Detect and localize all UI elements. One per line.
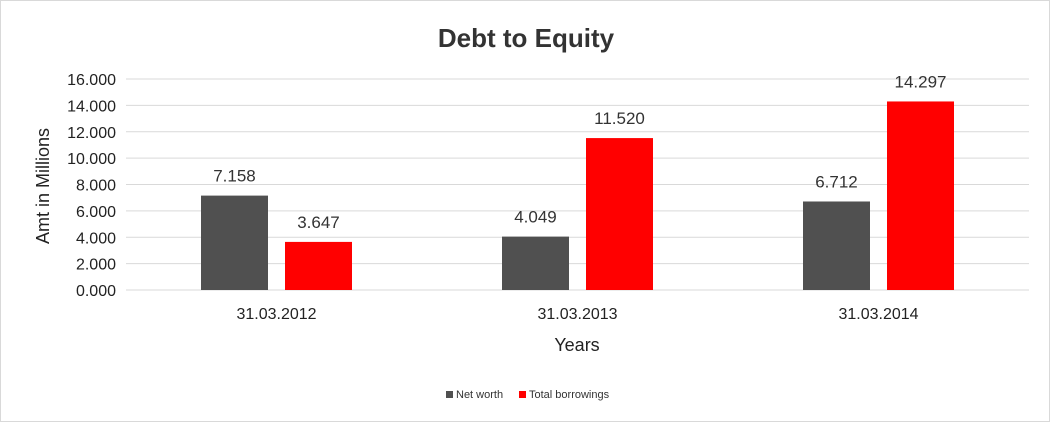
y-tick-label: 0.000: [76, 283, 116, 300]
y-tick-label: 12.000: [67, 125, 116, 142]
x-tick-label: 31.03.2012: [236, 306, 316, 323]
bar-net-worth: [803, 201, 870, 290]
y-tick-label: 6.000: [76, 204, 116, 221]
y-tick-label: 10.000: [67, 151, 116, 168]
legend-swatch: [519, 391, 526, 398]
legend-label: Net worth: [456, 389, 503, 401]
chart-title: Debt to Equity: [438, 23, 615, 53]
x-axis-title: Years: [554, 335, 599, 355]
y-tick-label: 2.000: [76, 257, 116, 274]
bar-total-borrowings: [586, 138, 653, 290]
data-label: 6.712: [815, 172, 858, 191]
bar-net-worth: [502, 236, 569, 290]
legend: Net worth Total borrowings: [446, 389, 610, 401]
x-axis-ticks: 31.03.2012 31.03.2013 31.03.2014: [236, 306, 918, 323]
legend-swatch: [446, 391, 453, 398]
data-label: 4.049: [514, 208, 557, 227]
legend-label: Total borrowings: [529, 389, 610, 401]
data-label: 7.158: [213, 167, 256, 186]
bars: 7.158 3.647 4.049 11.520 6.712 14.297: [201, 72, 954, 290]
y-axis-title: Amt in Millions: [33, 128, 53, 244]
y-tick-label: 14.000: [67, 98, 116, 115]
gridlines: [126, 78, 1029, 291]
y-tick-label: 4.000: [76, 230, 116, 247]
bar-net-worth: [201, 195, 268, 290]
data-label: 11.520: [594, 109, 645, 128]
bar-total-borrowings: [285, 241, 352, 290]
y-tick-label: 8.000: [76, 178, 116, 195]
x-tick-label: 31.03.2014: [838, 306, 918, 323]
y-tick-label: 16.000: [67, 72, 116, 89]
x-tick-label: 31.03.2013: [537, 306, 617, 323]
bar-total-borrowings: [887, 101, 954, 290]
data-label: 3.647: [297, 213, 340, 232]
y-axis-ticks: 0.000 2.000 4.000 6.000 8.000 10.000 12.000 14.…: [67, 72, 116, 300]
data-label: 14.297: [895, 72, 947, 91]
